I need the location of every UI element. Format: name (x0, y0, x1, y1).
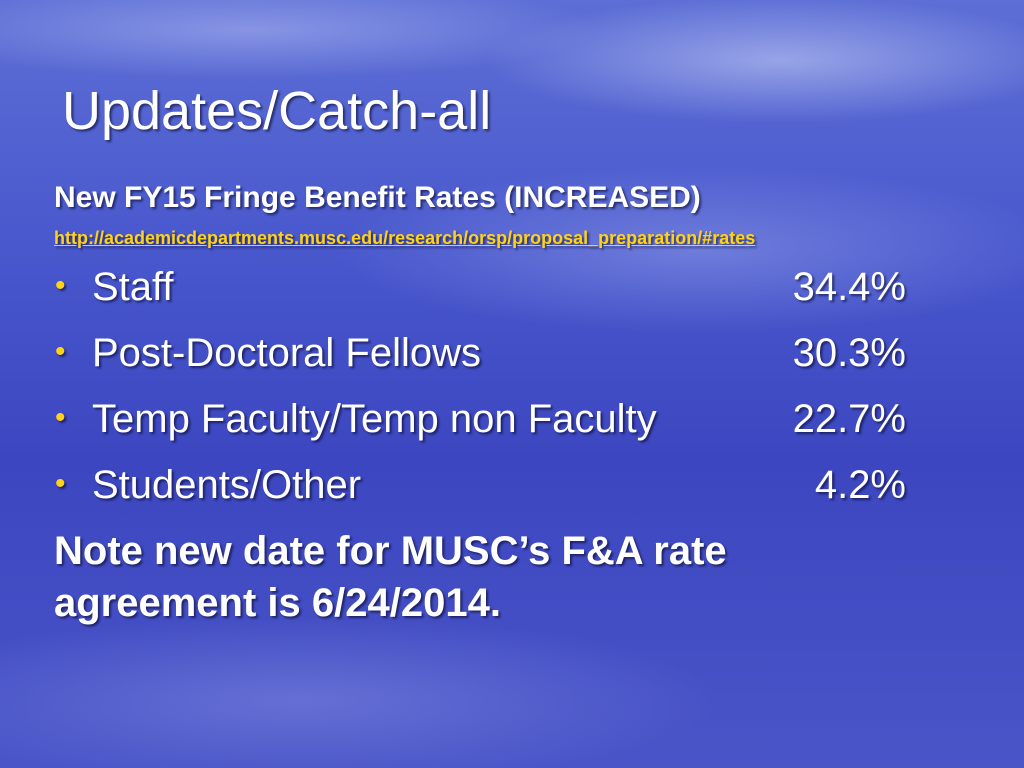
note-line: agreement is 6/24/2014. (54, 581, 501, 625)
bullet: • (55, 269, 66, 302)
link[interactable]: http://academicdepartments.musc.edu/rese… (54, 228, 756, 248)
item-rate: 30.3% (792, 331, 906, 375)
slide-title: Updates/Catch-all (62, 81, 492, 141)
item-rate: 22.7% (792, 397, 906, 441)
item-label: Temp Faculty/Temp non Faculty (92, 397, 657, 441)
subtitle: New FY15 Fringe Benefit Rates (INCREASED… (54, 181, 701, 214)
item-label: Students/Other (92, 463, 362, 507)
item-label: Staff (92, 265, 174, 309)
item-rate: 34.4% (792, 265, 906, 309)
bullet: • (55, 401, 66, 434)
bullet: • (55, 335, 66, 368)
item-label: Post-Doctoral Fellows (92, 331, 482, 375)
note-line: Note new date for MUSC’s F&A rate (54, 529, 727, 573)
bullet: • (55, 467, 66, 500)
item-rate: 4.2% (814, 463, 906, 507)
